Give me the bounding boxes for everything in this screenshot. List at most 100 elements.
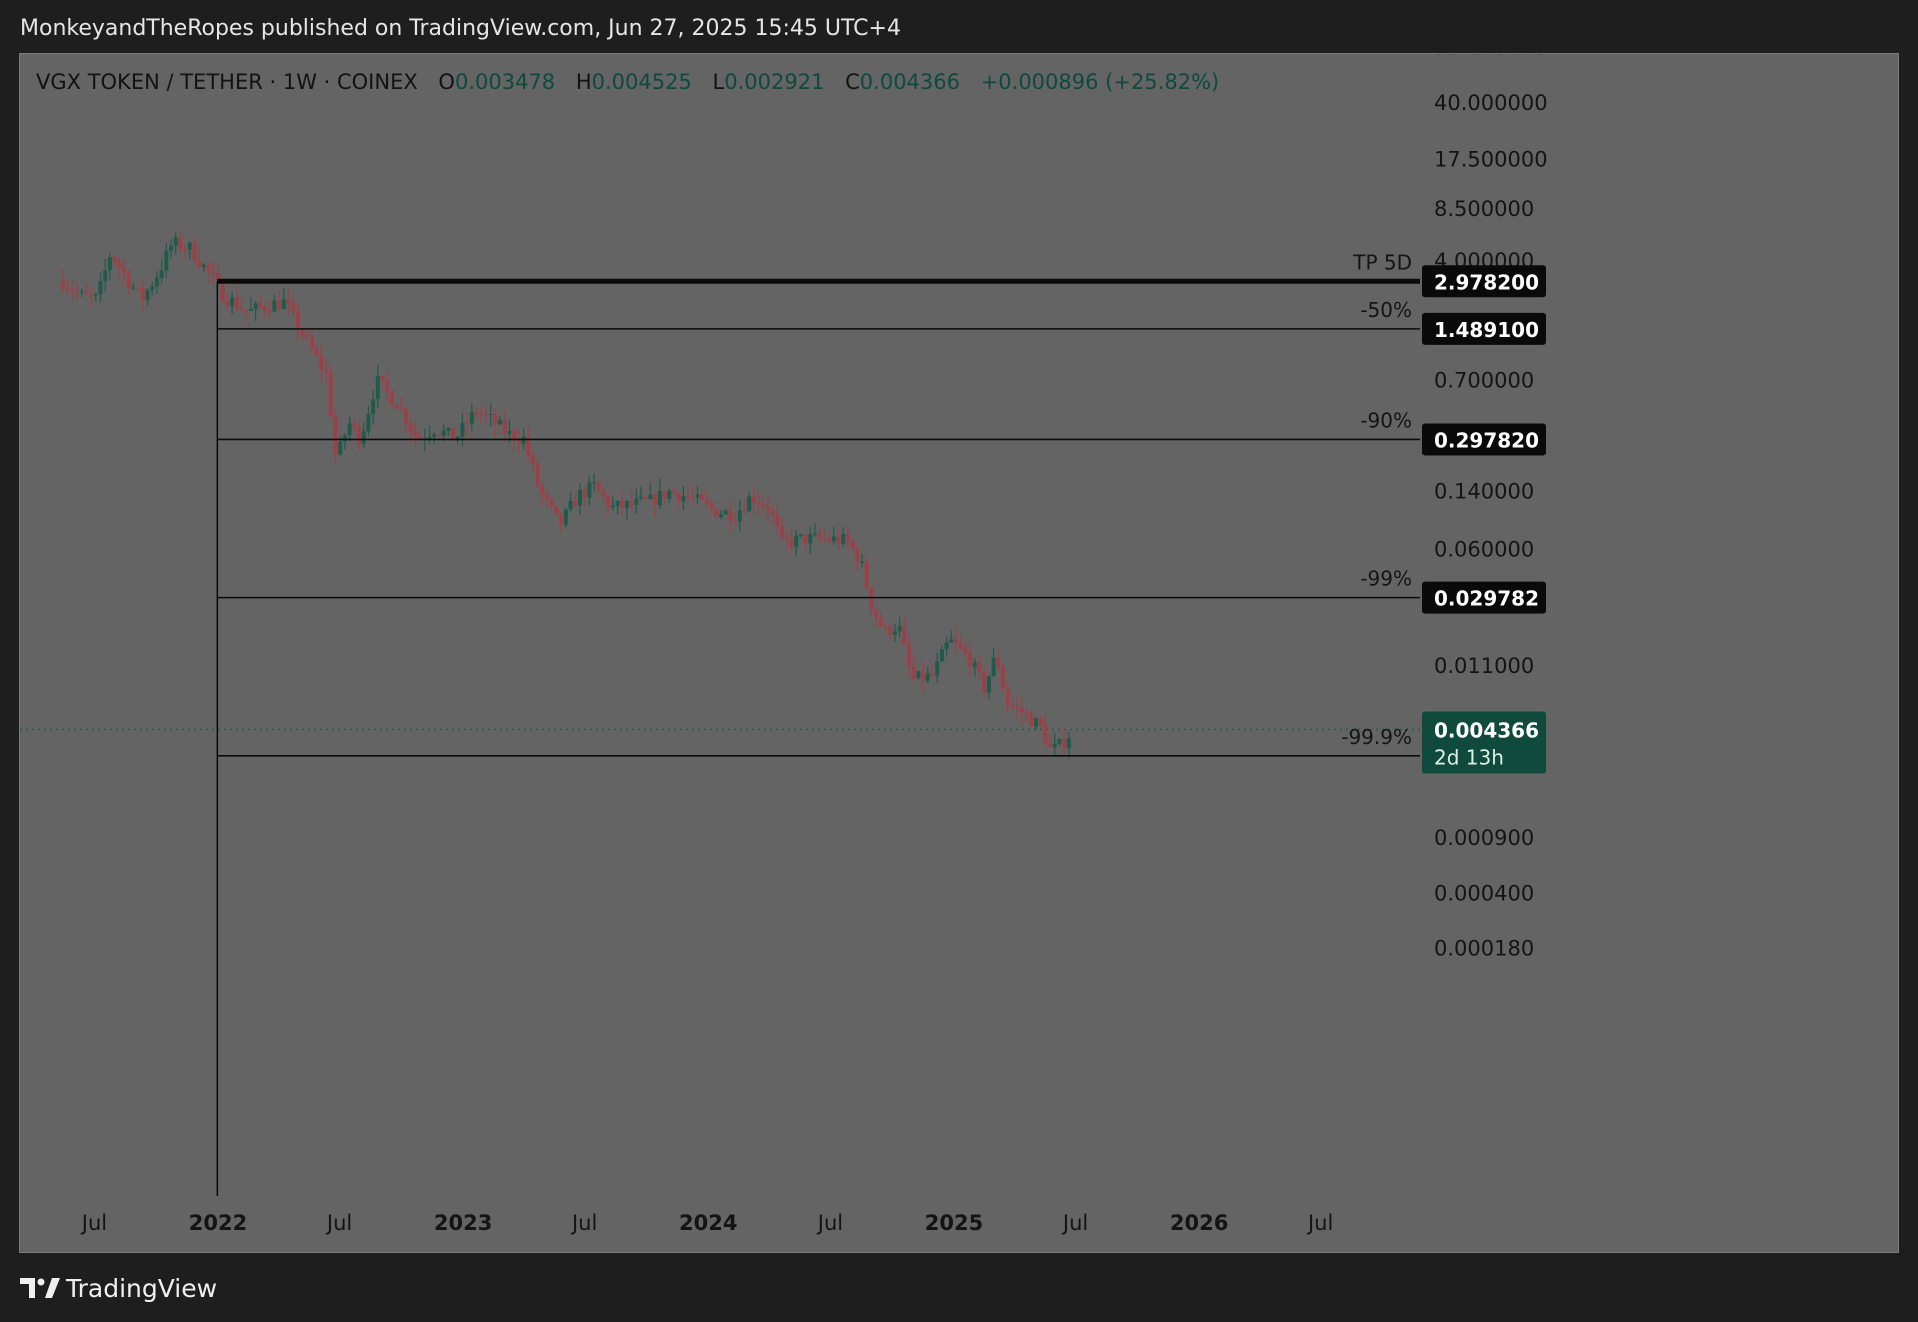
- candle-body: [413, 431, 418, 437]
- candle-body: [554, 506, 559, 514]
- candle-body: [911, 666, 916, 679]
- candle-body: [1001, 667, 1006, 690]
- candle-body: [817, 533, 822, 538]
- candle-body: [502, 420, 507, 434]
- time-tick-label: 2025: [925, 1211, 983, 1235]
- open-value: 0.003478: [454, 70, 556, 94]
- candle-body: [845, 533, 850, 542]
- candle-body: [765, 506, 770, 511]
- candle-body: [803, 534, 808, 544]
- candle-body: [493, 413, 498, 425]
- candle-body: [446, 427, 451, 431]
- candle-body: [272, 300, 277, 312]
- candle-body: [954, 639, 959, 644]
- candle-body: [897, 626, 902, 632]
- candle-body: [728, 510, 733, 522]
- tradingview-logo-icon[interactable]: [20, 1276, 60, 1302]
- candle-body: [986, 675, 991, 693]
- candle-body: [291, 303, 296, 311]
- candle-body: [841, 533, 846, 544]
- candle-body: [178, 237, 183, 250]
- candle-body: [183, 249, 188, 251]
- candle-body: [310, 336, 315, 349]
- candle-body: [103, 270, 108, 282]
- candle-body: [878, 617, 883, 627]
- candle-body: [140, 287, 145, 301]
- close-value: 0.004366: [859, 70, 960, 94]
- candle-body: [624, 500, 629, 508]
- candle-body: [869, 588, 874, 610]
- candle-body: [394, 404, 399, 410]
- candle-body: [568, 500, 573, 510]
- candle-body: [248, 309, 253, 311]
- price-tick-label: 0.060000: [1434, 538, 1534, 562]
- candle-body: [615, 500, 620, 506]
- candle-body: [361, 431, 366, 445]
- candle-body: [1019, 707, 1024, 713]
- candle-body: [216, 273, 220, 281]
- candle-body: [150, 286, 155, 291]
- candle-body: [295, 310, 300, 330]
- candle-body: [385, 380, 390, 392]
- level-price-value: 2.978200: [1434, 270, 1539, 294]
- candle-body: [874, 609, 879, 618]
- candlestick-chart[interactable]: 90.00000040.00000017.5000008.5000004.000…: [20, 54, 1898, 1252]
- candle-body: [352, 423, 357, 427]
- publisher-text: MonkeyandTheRopes published on TradingVi…: [20, 16, 901, 41]
- bar-countdown: 2d 13h: [1434, 746, 1504, 770]
- candle-body: [949, 639, 954, 643]
- candle-body: [991, 657, 996, 676]
- candle-body: [709, 503, 714, 509]
- candle-body: [907, 644, 912, 667]
- change-value: +0.000896 (+25.82%): [980, 70, 1220, 94]
- candle-body: [1024, 712, 1029, 715]
- candle-body: [921, 671, 926, 681]
- low-label: L: [712, 70, 725, 94]
- candle-body: [84, 291, 89, 295]
- time-tick-label: 2024: [679, 1211, 737, 1235]
- candle-body: [427, 436, 432, 439]
- chart-panel[interactable]: 90.00000040.00000017.5000008.5000004.000…: [19, 53, 1899, 1253]
- candle-body: [281, 299, 286, 309]
- candle-body: [559, 513, 564, 525]
- candle-body: [860, 561, 864, 563]
- candle-body: [939, 649, 944, 662]
- candle-body: [225, 301, 230, 306]
- candle-body: [982, 672, 987, 693]
- candle-body: [648, 494, 653, 500]
- candle-body: [89, 294, 94, 296]
- candle-body: [324, 369, 329, 373]
- candle-body: [117, 261, 122, 268]
- price-tick-label: 17.500000: [1434, 148, 1548, 172]
- candle-body: [267, 310, 272, 312]
- tradingview-brand[interactable]: TradingView: [66, 1274, 218, 1303]
- candle-body: [596, 482, 601, 491]
- candle-body: [1015, 706, 1020, 708]
- candle-body: [159, 270, 164, 278]
- low-value: 0.002921: [724, 70, 825, 94]
- candle-body: [643, 497, 648, 500]
- candle-body: [244, 309, 249, 311]
- candle-body: [775, 514, 780, 526]
- candle-body: [634, 498, 639, 505]
- candle-body: [808, 534, 813, 544]
- candle-body: [357, 426, 362, 445]
- candle-body: [1005, 689, 1010, 706]
- candle-body: [239, 308, 244, 310]
- candle-body: [375, 375, 380, 400]
- candle-body: [220, 280, 225, 302]
- candle-body: [549, 498, 554, 507]
- candle-body: [545, 494, 550, 499]
- candle-body: [389, 391, 394, 405]
- candle-body: [836, 536, 841, 544]
- candle-body: [563, 509, 568, 525]
- candle-body: [723, 510, 728, 515]
- candle-body: [770, 510, 775, 515]
- time-tick-label: 2023: [434, 1211, 492, 1235]
- candle-body: [883, 626, 888, 628]
- candle-body: [93, 294, 98, 296]
- price-tick-label: 0.000900: [1434, 826, 1534, 850]
- candle-body: [474, 411, 479, 414]
- symbol-legend: VGX TOKEN / TETHER · 1W · COINEX O0.0034…: [36, 70, 1219, 94]
- candle-body: [733, 521, 738, 523]
